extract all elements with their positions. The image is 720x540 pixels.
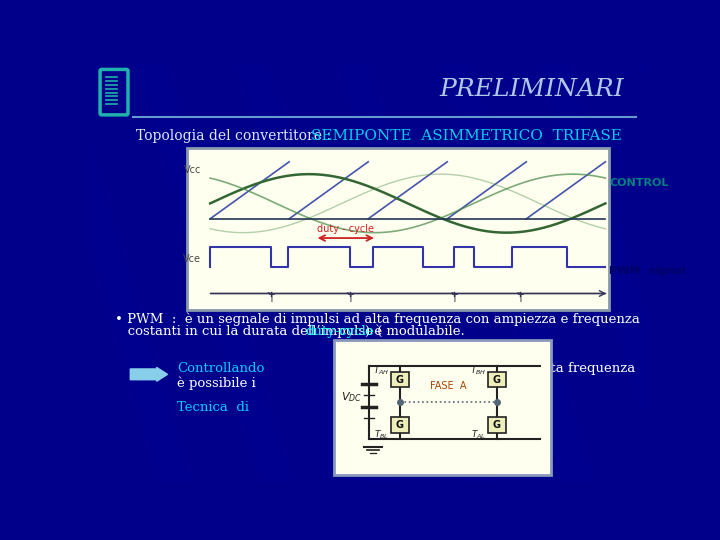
Polygon shape <box>438 65 594 481</box>
Text: ) è modulabile.: ) è modulabile. <box>365 325 465 338</box>
Text: Vcc: Vcc <box>184 165 201 174</box>
Text: T: T <box>347 294 353 304</box>
Text: G: G <box>493 375 501 384</box>
Text: Controllando: Controllando <box>177 362 264 375</box>
Text: Vce: Vce <box>183 254 201 264</box>
Text: CONTROL: CONTROL <box>609 178 669 187</box>
Text: SEMIPONTE  ASIMMETRICO  TRIFASE: SEMIPONTE ASIMMETRICO TRIFASE <box>311 129 622 143</box>
Polygon shape <box>338 65 493 481</box>
Text: Tecnica  di: Tecnica di <box>177 401 249 414</box>
Text: Topologia del convertitore :: Topologia del convertitore : <box>137 129 331 143</box>
Polygon shape <box>36 65 191 481</box>
FancyBboxPatch shape <box>391 372 409 387</box>
Text: T: T <box>451 294 457 304</box>
Text: FASE  A: FASE A <box>430 381 467 390</box>
Polygon shape <box>539 65 695 481</box>
Polygon shape <box>238 65 392 481</box>
Text: duty - cycle: duty - cycle <box>318 224 374 234</box>
FancyBboxPatch shape <box>334 340 551 475</box>
Text: T: T <box>517 294 523 304</box>
Text: è possibile i: è possibile i <box>177 376 256 389</box>
Text: G: G <box>396 420 404 430</box>
Polygon shape <box>137 65 292 481</box>
FancyBboxPatch shape <box>487 417 506 433</box>
Polygon shape <box>640 65 720 481</box>
Text: PRELIMINARI: PRELIMINARI <box>439 78 624 101</box>
FancyArrow shape <box>130 367 168 381</box>
Text: duty-cycle: duty-cycle <box>305 325 374 338</box>
Text: G: G <box>396 375 404 384</box>
Text: G: G <box>493 420 501 430</box>
Text: costanti in cui la durata dell’impulso (: costanti in cui la durata dell’impulso ( <box>114 325 382 338</box>
Text: • PWM  :  è un segnale di impulsi ad alta frequenza con ampiezza e frequenza: • PWM : è un segnale di impulsi ad alta … <box>114 312 639 326</box>
FancyBboxPatch shape <box>487 372 506 387</box>
Text: $T_{BL}$: $T_{BL}$ <box>374 428 389 441</box>
Text: $T_{BH}$: $T_{BH}$ <box>469 364 486 377</box>
Text: $T_{AH}$: $T_{AH}$ <box>373 364 389 377</box>
Text: $T_{AL}$: $T_{AL}$ <box>471 428 486 441</box>
FancyBboxPatch shape <box>391 417 409 433</box>
Text: $V_{DC}$: $V_{DC}$ <box>341 390 361 403</box>
Text: ione ad alta frequenza: ione ad alta frequenza <box>485 362 636 375</box>
FancyBboxPatch shape <box>187 148 609 309</box>
Text: PWM  signal: PWM signal <box>609 266 685 276</box>
Polygon shape <box>0 65 90 481</box>
Text: T: T <box>268 294 274 304</box>
